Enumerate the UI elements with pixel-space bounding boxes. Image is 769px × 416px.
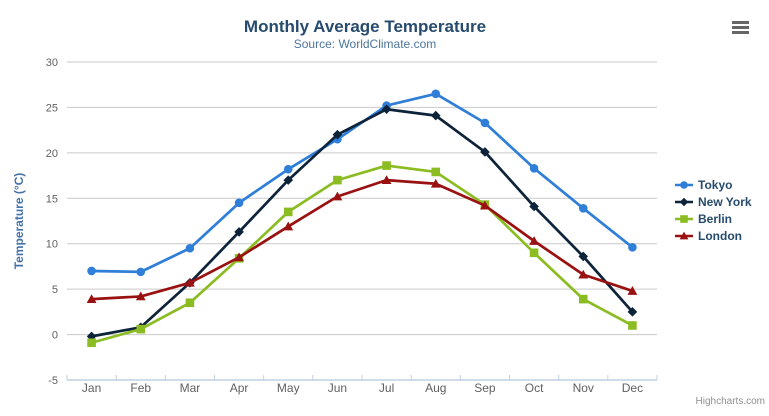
data-point-marker[interactable] <box>628 243 637 252</box>
legend-item-new-york[interactable]: New York <box>674 193 752 210</box>
data-point-marker[interactable] <box>332 129 343 140</box>
data-point-marker[interactable] <box>283 164 293 174</box>
x-axis-label: Apr <box>230 381 249 395</box>
data-point-marker[interactable] <box>578 269 589 279</box>
x-axis-label: Aug <box>425 381 446 395</box>
data-point-marker[interactable] <box>529 248 539 258</box>
series-line <box>90 178 634 301</box>
series-line <box>90 164 634 345</box>
legend-label: New York <box>698 194 752 209</box>
x-axis-label: Feb <box>130 381 151 395</box>
y-axis-label: 5 <box>52 284 58 296</box>
data-point-marker[interactable] <box>332 191 343 201</box>
hamburger-icon <box>732 30 749 34</box>
series-line <box>90 107 634 338</box>
data-point-marker[interactable] <box>578 251 589 262</box>
data-point-marker[interactable] <box>86 294 97 304</box>
diamond-legend-marker-icon <box>675 197 693 206</box>
data-point-marker[interactable] <box>87 338 96 348</box>
legend-item-london[interactable]: London <box>674 227 752 244</box>
data-point-marker[interactable] <box>627 286 638 295</box>
y-axis-label: -5 <box>48 375 58 387</box>
y-axis-title: Temperature (°C) <box>12 173 26 270</box>
data-point-marker[interactable] <box>430 178 441 188</box>
data-point-marker[interactable] <box>185 243 195 253</box>
data-point-marker[interactable] <box>480 200 490 210</box>
data-point-marker[interactable] <box>381 104 392 115</box>
data-point-marker[interactable] <box>578 203 588 213</box>
data-point-marker[interactable] <box>234 227 244 237</box>
x-axis-label: May <box>277 381 300 395</box>
y-axis-label: 10 <box>46 239 58 251</box>
data-point-marker[interactable] <box>431 89 441 99</box>
x-axis-label: Oct <box>525 381 544 395</box>
x-axis-label: Mar <box>180 381 201 395</box>
data-point-marker[interactable] <box>135 291 146 301</box>
chart-title: Monthly Average Temperature <box>243 17 487 36</box>
data-point-marker[interactable] <box>234 252 244 262</box>
data-point-marker[interactable] <box>283 175 294 185</box>
legend-label: London <box>698 228 742 243</box>
data-point-marker[interactable] <box>136 324 146 334</box>
chart-subtitle: Source: WorldClimate.com <box>293 37 437 51</box>
legend-label: Tokyo <box>698 177 733 192</box>
series-london <box>86 175 638 304</box>
y-axis-label: 15 <box>46 193 58 205</box>
data-point-marker[interactable] <box>628 321 637 330</box>
series-new-york <box>86 104 638 342</box>
data-point-marker[interactable] <box>136 267 146 277</box>
data-point-marker[interactable] <box>87 266 96 276</box>
legend-marker-symbol <box>680 180 688 189</box>
y-axis-label: 30 <box>46 57 58 69</box>
hamburger-icon <box>732 20 749 24</box>
x-axis-label: Nov <box>573 381 594 395</box>
legend-label: Berlin <box>698 211 733 226</box>
triangle-legend-marker-icon <box>675 231 693 239</box>
y-axis-label: 20 <box>46 148 58 160</box>
data-point-marker[interactable] <box>381 175 392 185</box>
data-point-marker[interactable] <box>480 118 490 128</box>
y-axis-label: 0 <box>52 330 58 342</box>
data-point-marker[interactable] <box>578 294 588 304</box>
data-point-marker[interactable] <box>529 201 539 212</box>
hamburger-icon <box>732 25 749 29</box>
circle-legend-marker-icon <box>675 180 693 189</box>
x-axis-label: Jan <box>82 381 101 395</box>
data-point-marker[interactable] <box>185 277 195 287</box>
export-menu-button[interactable] <box>727 15 755 39</box>
data-point-marker[interactable] <box>529 164 539 173</box>
legend: Tokyo New York Berlin London <box>674 176 752 244</box>
data-point-marker[interactable] <box>283 221 294 231</box>
x-axis-label: Sep <box>474 381 496 395</box>
x-axis-label: Dec <box>622 381 643 395</box>
data-point-marker[interactable] <box>480 147 490 157</box>
data-point-marker[interactable] <box>283 207 293 217</box>
data-point-marker[interactable] <box>431 167 441 177</box>
legend-marker-symbol <box>679 231 689 239</box>
data-point-marker[interactable] <box>185 298 195 308</box>
legend-item-tokyo[interactable]: Tokyo <box>674 176 752 193</box>
legend-marker-symbol <box>679 197 689 206</box>
data-point-marker[interactable] <box>333 175 342 185</box>
data-point-marker[interactable] <box>529 236 539 245</box>
y-axis-label: 25 <box>46 102 58 114</box>
data-point-marker[interactable] <box>627 307 638 317</box>
x-axis-label: Jul <box>379 381 394 395</box>
series-tokyo <box>87 89 637 277</box>
legend-marker-symbol <box>680 214 688 223</box>
credits-link[interactable]: Highcharts.com <box>695 396 765 407</box>
data-point-marker[interactable] <box>234 198 244 208</box>
legend-item-berlin[interactable]: Berlin <box>674 210 752 227</box>
x-axis-label: Jun <box>328 381 347 395</box>
square-legend-marker-icon <box>675 214 693 223</box>
data-point-marker[interactable] <box>430 110 441 121</box>
data-point-marker[interactable] <box>382 161 391 170</box>
